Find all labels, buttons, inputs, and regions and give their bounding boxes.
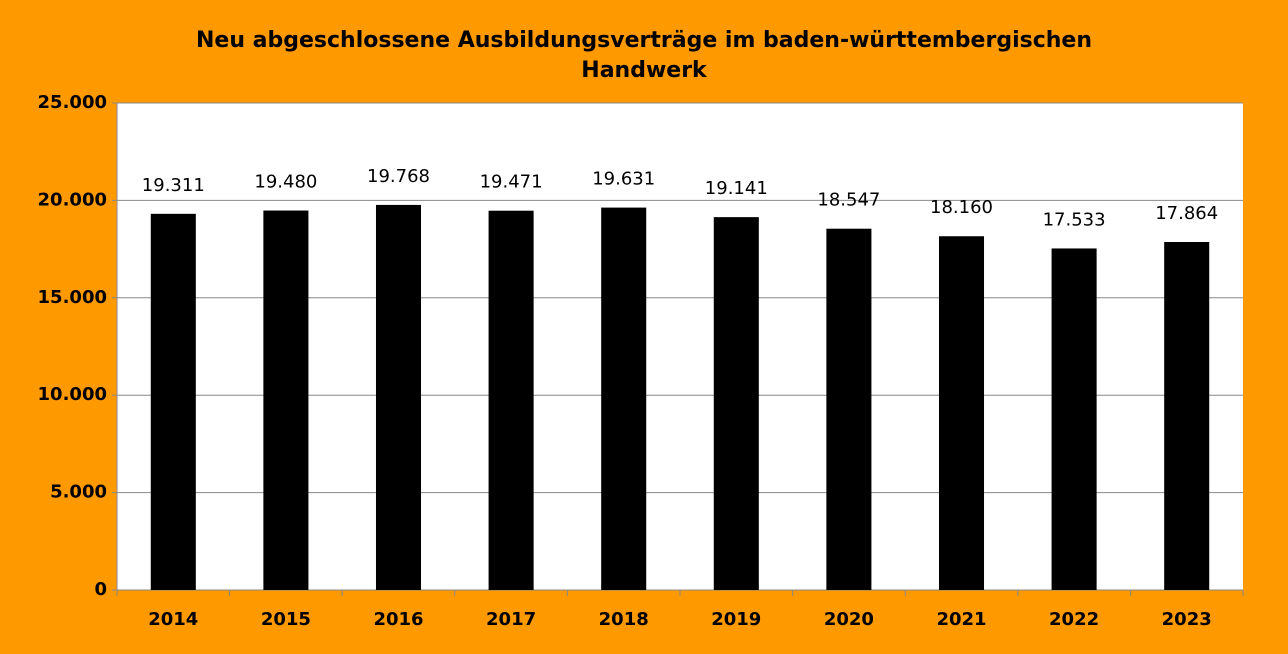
y-tick-label: 5.000 <box>50 482 107 503</box>
bar <box>601 207 647 590</box>
data-label: 19.631 <box>592 169 655 190</box>
bar <box>263 210 309 590</box>
bar <box>713 217 759 591</box>
bar <box>1051 248 1097 590</box>
x-tick-label: 2019 <box>711 609 761 630</box>
x-tick-label: 2023 <box>1162 609 1212 630</box>
x-tick-label: 2022 <box>1049 609 1099 630</box>
data-label: 19.480 <box>254 172 317 193</box>
x-tick-label: 2016 <box>373 609 423 630</box>
data-label: 17.864 <box>1155 203 1218 224</box>
x-tick-label: 2015 <box>261 609 311 630</box>
data-label: 19.471 <box>480 172 543 193</box>
data-label: 19.141 <box>705 178 768 199</box>
bar <box>826 228 872 590</box>
data-label: 19.311 <box>142 175 205 196</box>
data-label: 19.768 <box>367 166 430 187</box>
bar <box>488 210 534 590</box>
data-label: 17.533 <box>1043 209 1106 230</box>
y-tick-label: 25.000 <box>38 92 107 113</box>
x-tick-label: 2017 <box>486 609 536 630</box>
x-tick-label: 2018 <box>599 609 649 630</box>
x-tick-label: 2014 <box>148 609 198 630</box>
y-tick-label: 20.000 <box>38 189 107 210</box>
chart-title: Neu abgeschlossene Ausbildungsverträge i… <box>196 28 1092 83</box>
y-tick-label: 0 <box>94 579 107 600</box>
bar <box>1164 242 1210 590</box>
x-tick-label: 2021 <box>936 609 986 630</box>
bar <box>938 236 985 590</box>
bar <box>375 204 422 590</box>
bar <box>150 213 196 590</box>
y-tick-label: 10.000 <box>38 384 107 405</box>
x-tick-label: 2020 <box>824 609 874 630</box>
data-label: 18.547 <box>817 190 880 211</box>
y-tick-label: 15.000 <box>38 287 107 308</box>
data-label: 18.160 <box>930 197 993 218</box>
